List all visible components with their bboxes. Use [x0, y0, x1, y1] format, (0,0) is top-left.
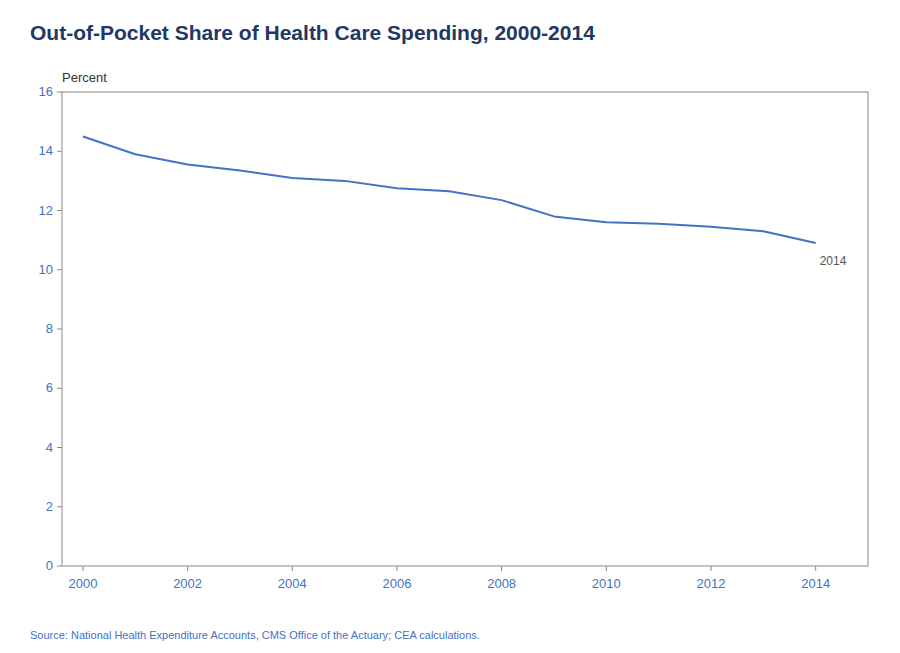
y-tick-label: 10 [39, 262, 53, 277]
y-tick [57, 210, 62, 211]
y-tick-label: 16 [39, 84, 53, 99]
x-tick [710, 566, 711, 571]
y-axis: 0 2 4 6 8 10 12 14 16 [39, 84, 62, 573]
y-tick-label: 0 [46, 558, 53, 573]
x-tick [82, 566, 83, 571]
y-tick-label: 12 [39, 203, 53, 218]
x-tick-label: 2006 [383, 576, 412, 591]
x-tick [606, 566, 607, 571]
x-tick-label: 2014 [801, 576, 830, 591]
y-tick [57, 151, 62, 152]
x-tick [187, 566, 188, 571]
x-tick-label: 2008 [487, 576, 516, 591]
y-axis-label: Percent [62, 70, 107, 85]
y-tick [57, 92, 62, 93]
y-tick-label: 14 [39, 143, 53, 158]
x-tick-label: 2002 [173, 576, 202, 591]
y-tick [57, 269, 62, 270]
x-tick-label: 2012 [697, 576, 726, 591]
x-tick [396, 566, 397, 571]
x-tick [501, 566, 502, 571]
y-tick [57, 388, 62, 389]
y-tick [57, 506, 62, 507]
y-tick-label: 4 [46, 440, 53, 455]
plot-frame [62, 92, 868, 566]
x-axis: 2000 2002 2004 2006 2008 2010 2012 2014 [68, 566, 830, 591]
x-tick-label: 2000 [68, 576, 97, 591]
chart-svg: Out-of-Pocket Share of Health Care Spend… [0, 0, 900, 653]
y-tick [57, 566, 62, 567]
source-note: Source: National Health Expenditure Acco… [30, 629, 480, 641]
x-tick-label: 2010 [592, 576, 621, 591]
y-tick [57, 329, 62, 330]
data-line [83, 136, 816, 243]
y-tick-label: 2 [46, 499, 53, 514]
x-tick [292, 566, 293, 571]
annotation: 2014 [820, 254, 847, 268]
title: Out-of-Pocket Share of Health Care Spend… [30, 21, 595, 44]
y-tick-label: 6 [46, 380, 53, 395]
y-tick-label: 8 [46, 321, 53, 336]
chart-container: Out-of-Pocket Share of Health Care Spend… [0, 0, 900, 653]
x-tick [815, 566, 816, 571]
y-tick [57, 447, 62, 448]
data-area [83, 136, 816, 243]
x-tick-label: 2004 [278, 576, 307, 591]
